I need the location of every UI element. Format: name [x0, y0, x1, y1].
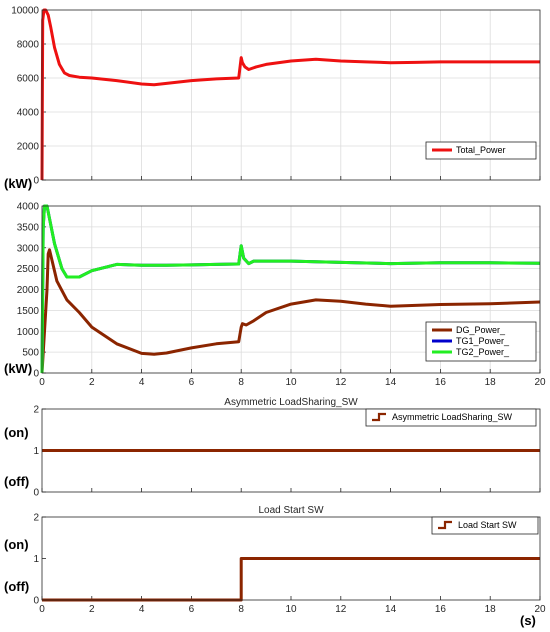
legend-label-dg-power: DG_Power_: [456, 325, 506, 335]
unit-label-kw-top: (kW): [4, 176, 32, 191]
off-label-sw1: (off): [4, 474, 29, 489]
x-tick-label: 20: [534, 377, 546, 388]
x-tick-label: 10: [285, 377, 297, 388]
y-tick-label: 0: [33, 488, 39, 499]
x-tick-label: 4: [139, 604, 145, 615]
series-line-tg2-power: [40, 204, 541, 374]
x-tick-label: 12: [335, 377, 347, 388]
y-tick-label: 3500: [17, 222, 40, 233]
y-tick-label: 8000: [17, 40, 40, 51]
plot-title: Asymmetric LoadSharing_SW: [224, 397, 358, 408]
plot-title: Load Start SW: [258, 505, 324, 516]
legend-label-tg1-power: TG1_Power_: [456, 336, 510, 346]
x-tick-label: 8: [238, 604, 244, 615]
y-tick-label: 4000: [17, 202, 40, 213]
x-tick-label: 16: [435, 604, 447, 615]
x-tick-label: 6: [189, 377, 195, 388]
x-tick-label: 14: [385, 604, 397, 615]
y-tick-label: 1: [33, 554, 39, 565]
y-tick-label: 500: [22, 348, 39, 359]
y-tick-label: 6000: [17, 74, 40, 85]
axes-frame: [41, 205, 541, 374]
x-tick-label: 14: [385, 377, 397, 388]
y-tick-label: 10000: [11, 6, 39, 17]
y-tick-label: 0: [33, 369, 39, 380]
y-tick-label: 0: [33, 176, 39, 187]
legend: Total_Power: [425, 141, 537, 160]
legend: DG_Power_TG1_Power_TG2_Power_: [425, 321, 537, 362]
series-line-total-power: [40, 8, 540, 181]
on-label-sw2: (on): [4, 537, 29, 552]
legend-box: [425, 141, 537, 160]
y-tick-label: 2500: [17, 264, 40, 275]
y-tick-label: 4000: [17, 108, 40, 119]
on-label-sw1: (on): [4, 425, 29, 440]
x-tick-label: 12: [335, 604, 347, 615]
plot-unit-power: 0 500 1000 1500 2000 2500 3000 3500 4000 0 2 4 6 8 10 1…: [17, 202, 546, 389]
time-unit-label: (s): [520, 613, 536, 628]
x-tick-label: 2: [89, 377, 95, 388]
x-tick-label: 2: [89, 604, 95, 615]
x-tick-label: 0: [39, 604, 45, 615]
legend-marker-load-start-sw: [438, 520, 452, 530]
axes-frame: [41, 408, 541, 493]
x-tick-label: 0: [39, 377, 45, 388]
x-tick-label: 8: [238, 377, 244, 388]
legend-label-tg2-power: TG2_Power_: [456, 347, 510, 357]
y-tick-label: 2000: [17, 285, 40, 296]
series-line-dg-power: [40, 248, 541, 374]
off-label-sw2: (off): [4, 579, 29, 594]
x-tick-label: 10: [285, 604, 297, 615]
legend: Load Start SW: [431, 516, 539, 535]
y-tick-label: 3000: [17, 243, 40, 254]
legend-box: [431, 516, 539, 535]
legend-label-asymmetric-loadsharing-sw: Asymmetric LoadSharing_SW: [392, 412, 513, 422]
legend-label-load-start-sw: Load Start SW: [458, 520, 517, 530]
plot-asym-sw: 0 1 2 Asymmetric LoadSharing_SW Asymmetric L…: [33, 397, 541, 499]
legend-label-total-power: Total_Power: [456, 145, 506, 155]
unit-label-kw-mid: (kW): [4, 361, 32, 376]
x-tick-label: 18: [485, 604, 497, 615]
axes-frame: [41, 9, 541, 181]
axes-frame: [41, 516, 541, 601]
x-tick-label: 20: [534, 604, 546, 615]
y-tick-label: 1500: [17, 306, 40, 317]
y-tick-label: 1000: [17, 327, 40, 338]
y-tick-label: 2: [33, 513, 39, 524]
x-tick-label: 6: [189, 604, 195, 615]
x-tick-label: 18: [485, 377, 497, 388]
legend-box: [365, 408, 537, 427]
y-tick-label: 2000: [17, 142, 40, 153]
y-tick-label: 2: [33, 405, 39, 416]
x-tick-label: 4: [139, 377, 145, 388]
legend: Asymmetric LoadSharing_SW: [365, 408, 537, 427]
y-tick-label: 1: [33, 446, 39, 457]
legend-marker-asymmetric-loadsharing-sw: [372, 412, 386, 422]
x-tick-label: 16: [435, 377, 447, 388]
plot-total-power: 0 2000 4000 6000 8000 10000 Total_Power: [11, 6, 541, 187]
y-tick-label: 0: [33, 596, 39, 607]
